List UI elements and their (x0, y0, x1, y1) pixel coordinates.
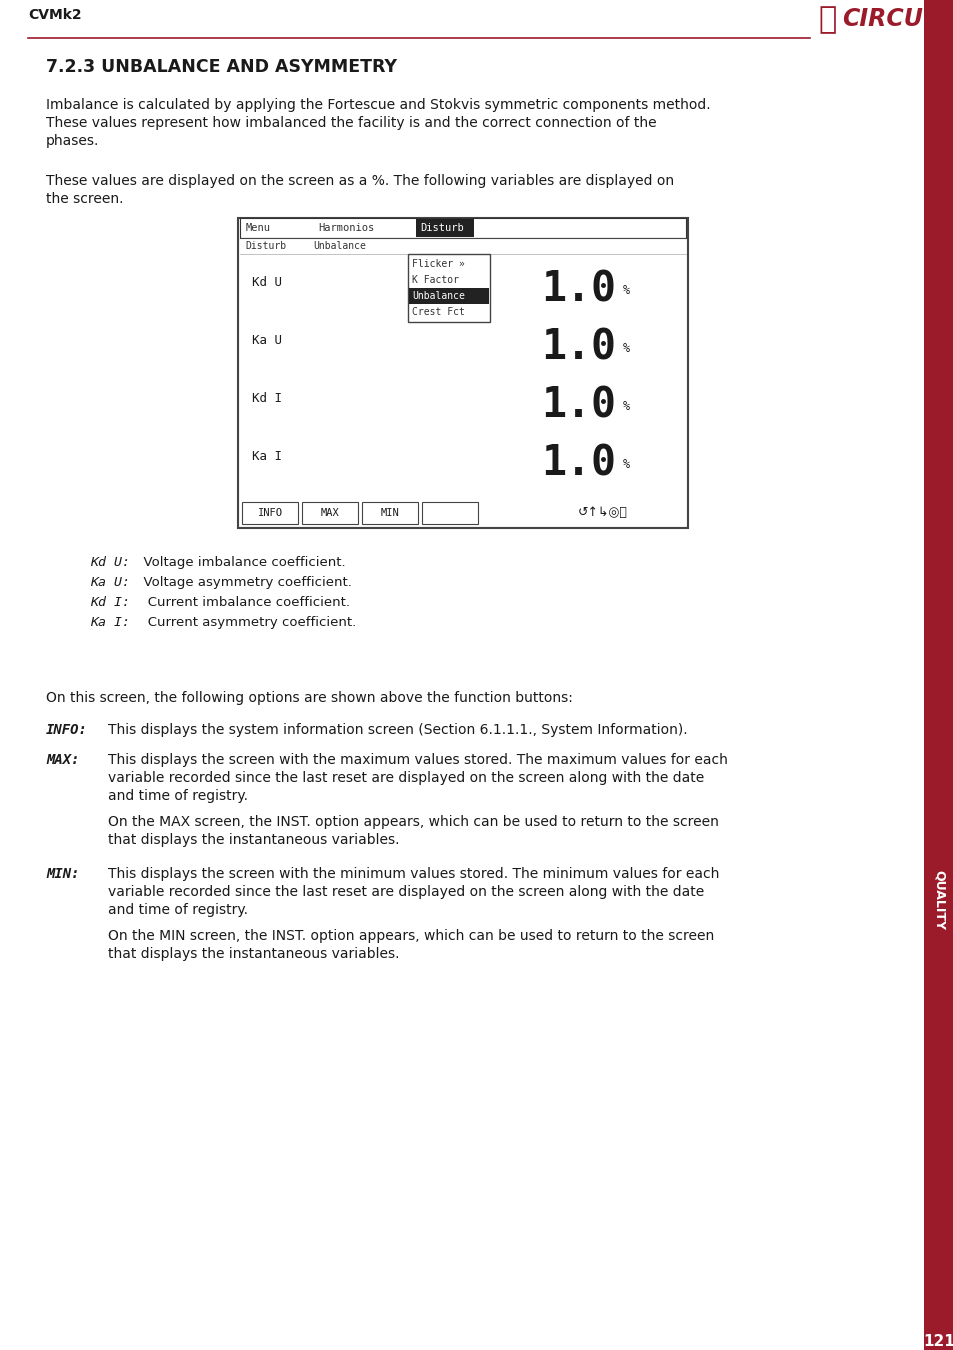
Text: K Factor: K Factor (412, 275, 458, 285)
Text: 1.0: 1.0 (540, 383, 616, 427)
Text: %: % (622, 285, 630, 297)
Text: This displays the system information screen (Section 6.1.1.1., System Informatio: This displays the system information scr… (108, 724, 687, 737)
Bar (240, 238, 685, 254)
Text: %: % (622, 401, 630, 413)
Bar (242, 502, 297, 524)
Text: 1.0: 1.0 (540, 269, 616, 311)
Text: Unbalance: Unbalance (412, 292, 464, 301)
Bar (237, 217, 687, 528)
Text: Kd I: Kd I (252, 393, 282, 405)
Text: Voltage asymmetry coefficient.: Voltage asymmetry coefficient. (135, 576, 352, 589)
Text: that displays the instantaneous variables.: that displays the instantaneous variable… (108, 833, 399, 846)
Text: These values represent how imbalanced the facility is and the correct connection: These values represent how imbalanced th… (46, 116, 656, 130)
Text: 121: 121 (923, 1334, 953, 1349)
Text: %: % (622, 459, 630, 471)
Text: These values are displayed on the screen as a %. The following variables are dis: These values are displayed on the screen… (46, 174, 674, 188)
Text: Disturb: Disturb (419, 223, 463, 234)
Text: Menu: Menu (246, 223, 271, 234)
Text: On this screen, the following options are shown above the function buttons:: On this screen, the following options ar… (46, 691, 572, 705)
Text: Ka U: Ka U (252, 335, 282, 347)
Text: Flicker »: Flicker » (412, 259, 464, 269)
Text: and time of registry.: and time of registry. (108, 788, 248, 803)
Text: Kd I:: Kd I: (90, 595, 130, 609)
Text: This displays the screen with the maximum values stored. The maximum values for : This displays the screen with the maximu… (108, 753, 727, 767)
Text: Ⓒ: Ⓒ (817, 5, 836, 34)
Text: CIRCUTOR: CIRCUTOR (841, 7, 953, 31)
Text: CVMk2: CVMk2 (28, 8, 82, 22)
Text: Ka I:: Ka I: (90, 616, 130, 629)
Text: variable recorded since the last reset are displayed on the screen along with th: variable recorded since the last reset a… (108, 771, 703, 784)
Text: and time of registry.: and time of registry. (108, 903, 248, 917)
Text: On the MAX screen, the INST. option appears, which can be used to return to the : On the MAX screen, the INST. option appe… (108, 815, 719, 829)
Bar (240, 217, 685, 238)
Text: Current asymmetry coefficient.: Current asymmetry coefficient. (135, 616, 355, 629)
Bar (421, 502, 477, 524)
Bar (409, 288, 489, 304)
Bar (361, 502, 417, 524)
Text: QUALITY: QUALITY (931, 869, 944, 930)
Bar (923, 0, 953, 1350)
Bar (416, 219, 474, 238)
Text: Voltage imbalance coefficient.: Voltage imbalance coefficient. (135, 556, 345, 568)
Text: phases.: phases. (46, 134, 99, 148)
Text: Kd U: Kd U (252, 277, 282, 289)
Text: Disturb: Disturb (245, 242, 286, 251)
Text: that displays the instantaneous variables.: that displays the instantaneous variable… (108, 946, 399, 961)
Text: Harmonios: Harmonios (317, 223, 374, 234)
Text: 1.0: 1.0 (540, 441, 616, 485)
Text: MIN:: MIN: (46, 867, 79, 882)
Text: MIN: MIN (380, 508, 399, 518)
Text: INFO: INFO (257, 508, 282, 518)
Text: variable recorded since the last reset are displayed on the screen along with th: variable recorded since the last reset a… (108, 886, 703, 899)
Text: MAX: MAX (320, 508, 339, 518)
Text: INFO:: INFO: (46, 724, 88, 737)
Text: Ka U:: Ka U: (90, 576, 130, 589)
Text: %: % (622, 343, 630, 355)
Text: ↺↑↳◎🔒: ↺↑↳◎🔒 (578, 506, 627, 520)
Text: This displays the screen with the minimum values stored. The minimum values for : This displays the screen with the minimu… (108, 867, 719, 882)
Text: the screen.: the screen. (46, 192, 123, 207)
Text: Kd U:: Kd U: (90, 556, 130, 568)
Bar (408, 254, 490, 323)
Bar (240, 220, 685, 526)
Text: MAX:: MAX: (46, 753, 79, 767)
Text: On the MIN screen, the INST. option appears, which can be used to return to the : On the MIN screen, the INST. option appe… (108, 929, 714, 944)
Bar (302, 502, 357, 524)
Text: Imbalance is calculated by applying the Fortescue and Stokvis symmetric componen: Imbalance is calculated by applying the … (46, 99, 710, 112)
Text: Crest Fct: Crest Fct (412, 306, 464, 317)
Text: Ka I: Ka I (252, 451, 282, 463)
Text: 7.2.3 UNBALANCE AND ASYMMETRY: 7.2.3 UNBALANCE AND ASYMMETRY (46, 58, 396, 76)
Text: Current imbalance coefficient.: Current imbalance coefficient. (135, 595, 350, 609)
Text: Unbalance: Unbalance (313, 242, 366, 251)
Text: 1.0: 1.0 (540, 325, 616, 369)
